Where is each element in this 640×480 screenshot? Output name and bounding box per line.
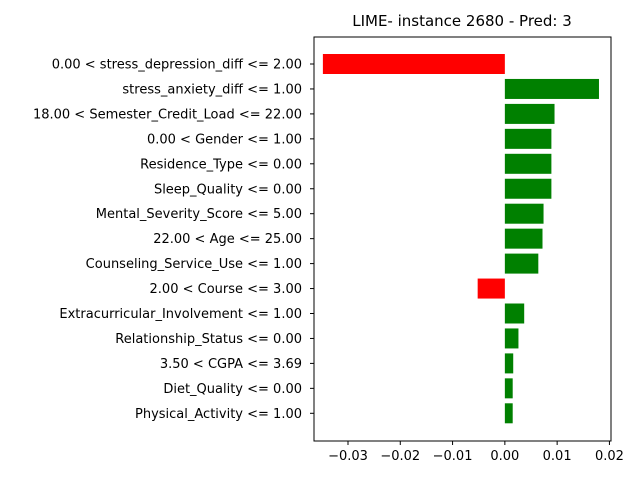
x-tick-label: −0.01 (433, 449, 473, 464)
bar (504, 203, 544, 224)
y-tick-label: 0.00 < stress_depression_diff <= 2.00 (52, 58, 302, 73)
bar (322, 54, 505, 74)
y-tick-label: 22.00 < Age <= 25.00 (153, 232, 302, 247)
bar (477, 278, 505, 299)
bar (504, 303, 525, 324)
y-tick-label: Physical_Activity <= 1.00 (135, 407, 302, 422)
bar (504, 178, 552, 199)
bar (504, 103, 555, 124)
x-tick-label: −0.02 (380, 449, 420, 464)
y-tick-label: Sleep_Quality <= 0.00 (154, 182, 302, 197)
bar (504, 253, 539, 274)
y-tick-labels: 0.00 < stress_depression_diff <= 2.00 str… (33, 58, 314, 422)
x-tick-label: −0.03 (328, 449, 368, 464)
y-tick-label: 2.00 < Course <= 3.00 (150, 282, 302, 297)
y-tick-label: 3.50 < CGPA <= 3.69 (160, 357, 302, 372)
x-tick-label: 0.02 (595, 449, 624, 464)
bar (504, 403, 513, 424)
bar (504, 153, 552, 174)
bar (504, 128, 552, 149)
chart-title: LIME- instance 2680 - Pred: 3 (352, 12, 572, 30)
x-ticks: −0.03 −0.02 −0.01 0.00 0.01 0.02 (328, 441, 624, 464)
y-tick-label: Mental_Severity_Score <= 5.00 (96, 207, 302, 222)
y-tick-label: Counseling_Service_Use <= 1.00 (86, 257, 302, 272)
x-tick-label: 0.01 (543, 449, 572, 464)
x-tick-label: 0.00 (490, 449, 519, 464)
y-tick-label: Extracurricular_Involvement <= 1.00 (59, 307, 302, 322)
bar (504, 78, 599, 99)
y-tick-label: 0.00 < Gender <= 1.00 (147, 132, 302, 147)
bar (504, 353, 514, 374)
y-tick-label: stress_anxiety_diff <= 1.00 (122, 82, 302, 97)
y-tick-label: Residence_Type <= 0.00 (140, 157, 302, 172)
y-tick-label: Relationship_Status <= 0.00 (115, 332, 302, 347)
bars-group (322, 54, 599, 424)
plot-area-frame (313, 36, 612, 442)
y-tick-label: Diet_Quality <= 0.00 (163, 382, 302, 397)
bar (504, 328, 519, 349)
y-tick-label: 18.00 < Semester_Credit_Load <= 22.00 (33, 107, 302, 122)
bar (504, 378, 513, 399)
bar (504, 228, 543, 249)
